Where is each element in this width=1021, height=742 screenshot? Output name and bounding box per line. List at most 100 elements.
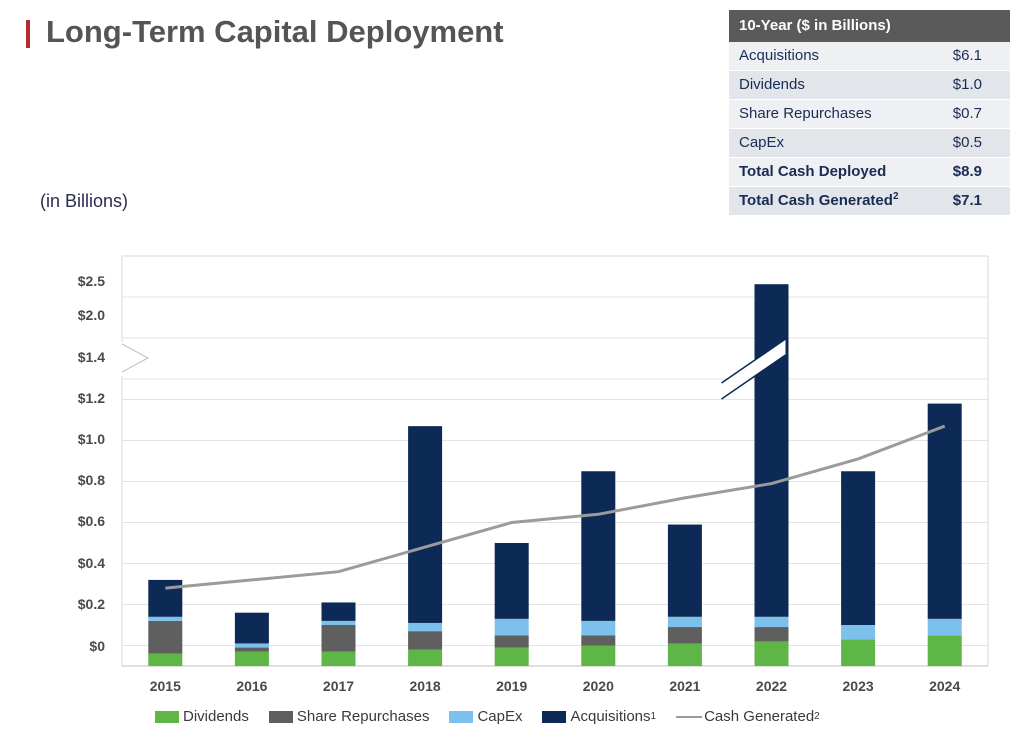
bar-dividends — [148, 653, 183, 666]
bar-share-repurchases — [148, 620, 183, 654]
bar-acquisitions — [321, 602, 356, 621]
title-accent-bar — [26, 20, 30, 48]
legend-item-cash-generated: Cash Generated 2 — [676, 708, 820, 725]
table-row-value: $7.1 — [952, 192, 982, 209]
legend-item-dividends: Dividends — [155, 708, 249, 725]
bar-capex — [754, 616, 789, 628]
bar-break-line — [721, 354, 786, 400]
table-row-label: Share Repurchases — [739, 105, 872, 122]
bar-capex — [234, 643, 269, 648]
table-row-label-text: Total Cash Generated — [739, 192, 893, 209]
x-tick-label: 2017 — [323, 678, 354, 694]
bar-capex — [321, 620, 356, 625]
table-row-value: $0.5 — [952, 134, 982, 151]
y-tick-label: $1.4 — [78, 349, 105, 365]
table-row-label: Total Cash Deployed — [739, 163, 887, 180]
legend-label: CapEx — [477, 708, 523, 725]
axis-break-mask — [120, 342, 154, 376]
summary-table-rows: Acquisitions $6.1 Dividends $1.0 Share Rep… — [729, 42, 1010, 216]
bar-dividends — [841, 639, 876, 666]
bar-acquisitions — [581, 471, 616, 621]
legend-item-share-repurchases: Share Repurchases — [268, 708, 430, 725]
bar-dividends — [494, 647, 529, 666]
legend-item-acquisitions: Acquisitions 1 — [542, 708, 656, 725]
legend-item-capex: CapEx — [449, 708, 522, 725]
bar-acquisitions — [841, 471, 876, 625]
x-tick-label: 2016 — [236, 678, 267, 694]
table-row-label: Acquisitions — [739, 47, 820, 64]
legend-swatch-capex — [449, 710, 474, 723]
bar-share-repurchases — [581, 635, 616, 646]
y-tick-label: $2.5 — [78, 273, 105, 289]
bar-share-repurchases — [234, 647, 269, 652]
y-tick-label: $0.6 — [78, 513, 105, 529]
bar-acquisitions — [494, 543, 529, 619]
bar-dividends — [754, 641, 789, 666]
y-tick-label: $0.8 — [78, 472, 105, 488]
summary-table-heading: 10-Year ($ in Billions) — [729, 10, 1010, 42]
bar-share-repurchases — [408, 631, 443, 650]
x-tick-label: 2022 — [756, 678, 787, 694]
x-tick-label: 2023 — [843, 678, 874, 694]
bar-share-repurchases — [754, 627, 789, 642]
y-tick-label: $1.2 — [78, 390, 105, 406]
legend-swatch-cash-generated — [676, 715, 703, 718]
units-label: (in Billions) — [40, 191, 129, 211]
legend-label: Acquisitions — [570, 708, 651, 725]
page-title: Long-Term Capital Deployment — [46, 14, 504, 49]
x-tick-label: 2020 — [583, 678, 614, 694]
bar-capex — [494, 618, 529, 636]
table-row-label: CapEx — [739, 134, 785, 151]
table-row-value: $0.7 — [952, 105, 982, 122]
bar-dividends — [408, 649, 443, 666]
bar-share-repurchases — [494, 635, 529, 648]
bar-dividends — [667, 643, 702, 666]
bar-acquisitions — [667, 524, 702, 617]
bar-capex — [148, 616, 183, 621]
summary-table: 10-Year ($ in Billions) Acquisitions $6.1… — [729, 10, 1010, 216]
table-row-label: Dividends — [739, 76, 805, 93]
axis-break-marker — [121, 343, 150, 373]
x-tick-label: 2018 — [410, 678, 441, 694]
bar-break-gap — [721, 339, 786, 399]
x-tick-label: 2024 — [929, 678, 960, 694]
bar-dividends — [581, 645, 616, 666]
table-row-value: $8.9 — [952, 163, 982, 180]
bar-acquisitions — [148, 579, 183, 617]
legend-swatch-share-repurchases — [268, 710, 293, 723]
legend-label: Cash Generated — [704, 708, 815, 725]
y-tick-label: $0.2 — [78, 596, 105, 612]
bar-acquisitions — [234, 612, 269, 644]
y-tick-label: $1.0 — [78, 431, 105, 447]
bar-break-line — [721, 338, 786, 384]
bar-dividends — [234, 651, 269, 666]
legend-label: Share Repurchases — [296, 708, 430, 725]
table-row-value: $6.1 — [952, 47, 982, 64]
bar-share-repurchases — [667, 627, 702, 644]
y-tick-label: $0 — [89, 638, 105, 654]
bar-capex — [408, 622, 443, 632]
x-tick-label: 2015 — [150, 678, 181, 694]
x-tick-label: 2019 — [496, 678, 527, 694]
bar-dividends — [321, 651, 356, 666]
bar-dividends — [927, 635, 962, 666]
legend-swatch-acquisitions — [542, 710, 567, 723]
bar-acquisitions — [408, 426, 443, 623]
chart-legend: Dividends Share Repurchases CapEx Acquis… — [155, 708, 840, 725]
bar-capex — [841, 625, 876, 640]
bar-capex — [667, 616, 702, 628]
bar-acquisitions — [754, 284, 789, 617]
footnote-marker: 2 — [892, 191, 899, 202]
y-tick-label: $2.0 — [78, 307, 105, 323]
table-row-label: Total Cash Generated2 — [739, 187, 899, 215]
line-cash-generated — [165, 424, 946, 590]
bar-capex — [927, 618, 962, 636]
bar-acquisitions — [927, 403, 962, 619]
legend-swatch-dividends — [155, 710, 179, 723]
bar-capex — [581, 620, 616, 636]
legend-label: Dividends — [183, 708, 249, 725]
x-tick-label: 2021 — [669, 678, 700, 694]
bar-share-repurchases — [321, 625, 356, 652]
y-tick-label: $0.4 — [78, 555, 105, 571]
